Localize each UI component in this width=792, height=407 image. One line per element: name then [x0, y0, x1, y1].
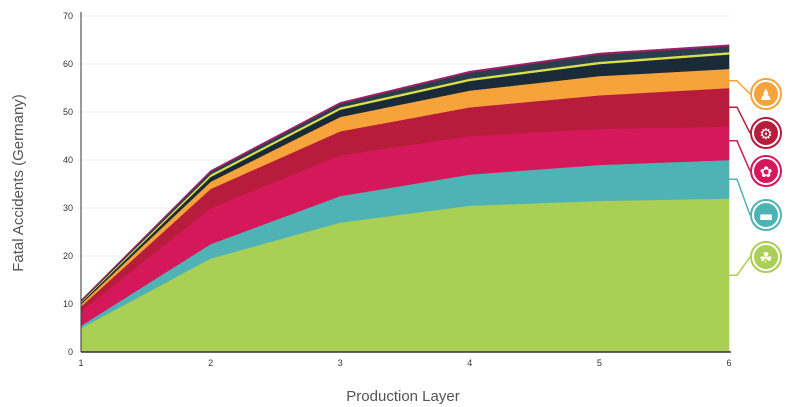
- gear-icon: ⚙: [750, 117, 782, 149]
- y-axis-title: Fatal Accidents (Germany): [10, 94, 27, 272]
- stacked-areas: [80, 44, 730, 353]
- x-tick-label: 6: [726, 358, 731, 368]
- y-tick-label: 0: [68, 347, 73, 357]
- y-tick-label: 40: [63, 155, 73, 165]
- x-tick-label: 5: [597, 358, 602, 368]
- area-series-9: [80, 44, 730, 302]
- x-tick-label: 2: [208, 358, 213, 368]
- legend-connector: [729, 178, 751, 216]
- legend-connector: [729, 106, 751, 134]
- y-tick-label: 10: [63, 299, 73, 309]
- svg-text:▬: ▬: [759, 207, 773, 225]
- y-tick-labels: 0 10 20 30 40 50 60 70: [63, 11, 73, 357]
- axes: [80, 12, 731, 353]
- brain-icon: ✿: [750, 155, 782, 187]
- legend-connectors: [729, 80, 751, 276]
- x-tick-label: 4: [467, 358, 472, 368]
- x-tick-label: 1: [78, 358, 83, 368]
- legend-icons: ♟ ⚙ ✿ ▬ ☘: [750, 78, 782, 273]
- truck-icon: ▬: [750, 199, 782, 231]
- svg-text:☘: ☘: [759, 249, 772, 267]
- svg-text:⚙: ⚙: [759, 125, 772, 143]
- y-tick-label: 60: [63, 59, 73, 69]
- legend-connector: [729, 256, 751, 276]
- y-tick-label: 30: [63, 203, 73, 213]
- y-tick-label: 70: [63, 11, 73, 21]
- x-axis-title: Production Layer: [346, 388, 459, 405]
- legend-connector: [729, 140, 751, 172]
- worker-icon: ♟: [750, 78, 782, 110]
- y-tick-label: 20: [63, 251, 73, 261]
- svg-text:✿: ✿: [760, 163, 773, 181]
- sprout-icon: ☘: [750, 241, 782, 273]
- svg-text:♟: ♟: [759, 86, 772, 104]
- y-tick-label: 50: [63, 107, 73, 117]
- x-tick-labels: 1 2 3 4 5 6: [78, 358, 731, 368]
- legend-connector: [729, 80, 751, 95]
- x-tick-label: 3: [338, 358, 343, 368]
